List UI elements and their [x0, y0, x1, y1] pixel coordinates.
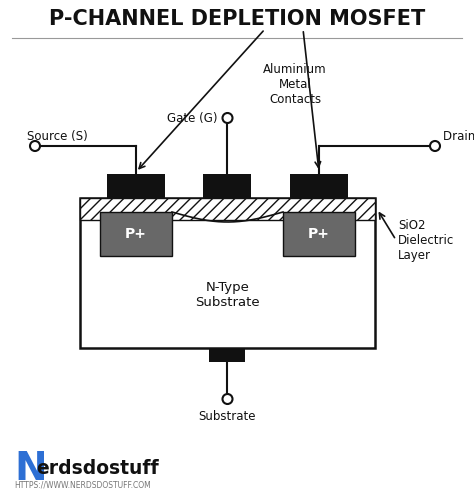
Text: P+: P+ — [125, 227, 147, 241]
Text: HTTPS://WWW.NERDSDOSTUFF.COM: HTTPS://WWW.NERDSDOSTUFF.COM — [14, 480, 151, 489]
Text: Source (S): Source (S) — [27, 129, 88, 142]
Circle shape — [222, 113, 233, 123]
Bar — [80, 198, 375, 220]
Bar — [203, 174, 252, 198]
Circle shape — [430, 141, 440, 151]
Bar — [80, 198, 375, 348]
Text: SiO2
Dielectric
Layer: SiO2 Dielectric Layer — [398, 218, 454, 262]
Bar — [210, 348, 246, 362]
Text: Drain (D): Drain (D) — [443, 129, 474, 142]
Text: Aluminium
Metal
Contacts: Aluminium Metal Contacts — [263, 63, 327, 106]
Text: N: N — [14, 450, 46, 488]
Text: P-CHANNEL DEPLETION MOSFET: P-CHANNEL DEPLETION MOSFET — [49, 9, 425, 29]
Text: Substrate: Substrate — [199, 410, 256, 423]
Circle shape — [222, 394, 233, 404]
Bar — [100, 212, 172, 256]
Text: Gate (G): Gate (G) — [167, 112, 218, 125]
Bar — [290, 174, 348, 198]
Circle shape — [30, 141, 40, 151]
Text: P+: P+ — [308, 227, 330, 241]
Text: N-Type
Substrate: N-Type Substrate — [195, 282, 260, 309]
Bar — [283, 212, 355, 256]
Text: erdsdostuff: erdsdostuff — [36, 460, 159, 478]
Bar — [107, 174, 165, 198]
